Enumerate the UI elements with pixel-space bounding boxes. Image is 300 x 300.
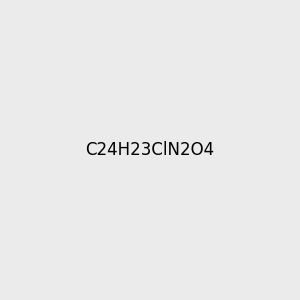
Text: C24H23ClN2O4: C24H23ClN2O4 <box>85 141 214 159</box>
